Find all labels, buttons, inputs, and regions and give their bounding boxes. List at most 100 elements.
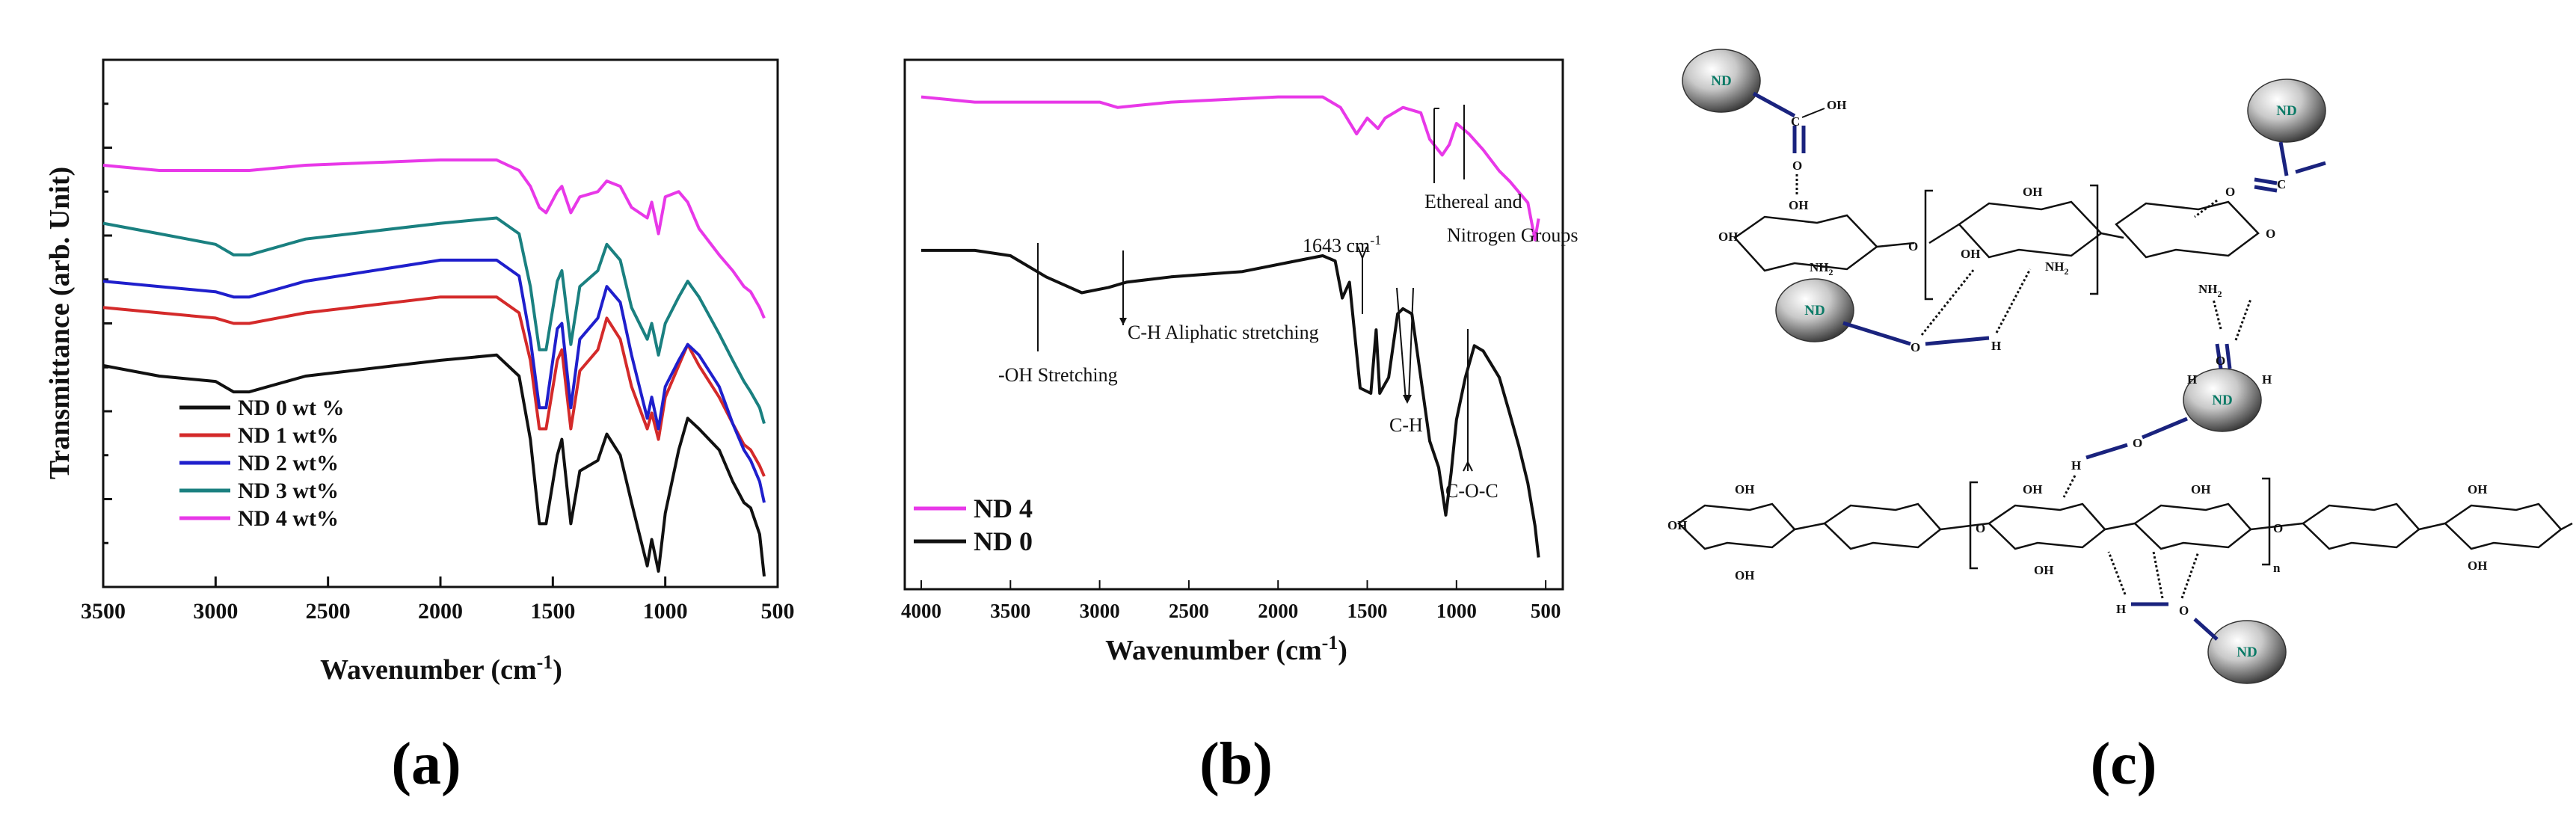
nd5-linkage (2131, 602, 2219, 641)
panel-a-series-line-3 (102, 216, 766, 425)
svg-text:ND: ND (1804, 303, 1825, 319)
panel-b-series-line-0 (920, 95, 1540, 242)
legend-nd4: ND 4 wt% (238, 506, 339, 531)
nanodiamond-1: ND (1682, 49, 1761, 113)
panel-b-xtick-label: 3500 (990, 600, 1030, 622)
nanodiamond-4: ND (2183, 368, 2262, 432)
svg-text:C: C (2277, 177, 2286, 191)
svg-text:OH: OH (1735, 568, 1754, 582)
svg-text:O: O (1908, 239, 1918, 253)
carbonyl-group-2 (2254, 141, 2326, 193)
panel-b-chart: 4000 3500 3000 2500 2000 1500 1000 500 Wavenumb… (901, 58, 1578, 797)
legend-nd2: ND 2 wt% (238, 451, 339, 476)
nanodiamond-3: ND (1775, 278, 1854, 342)
svg-text:OH: OH (1735, 482, 1754, 496)
panel-a-xtick-label: 500 (761, 599, 795, 624)
svg-text:O: O (1792, 159, 1802, 173)
panel-b-xtick-label: 1000 (1436, 600, 1477, 622)
panel-c-schematic: ND ND ND ND ND C OH O OH (1667, 49, 2573, 797)
svg-text:OH: OH (1827, 98, 1846, 112)
panel-a-xtick-label: 2500 (306, 599, 351, 624)
panel-a-y-ticks (103, 58, 112, 588)
svg-text:OH: OH (2023, 482, 2042, 496)
svg-text:O: O (2225, 185, 2235, 199)
svg-text:H: H (2071, 458, 2081, 473)
svg-text:H: H (2262, 372, 2272, 387)
chitosan-chain-top (1733, 184, 2260, 301)
anno-ch-arrow (1403, 395, 1412, 404)
svg-text:NH2: NH2 (2198, 282, 2222, 299)
svg-text:H: H (1991, 339, 2001, 353)
anno-ethereal: Ethereal and (1424, 191, 1522, 212)
panel-a-x-ticks: 3500 3000 2500 2000 1500 1000 500 (81, 576, 795, 624)
svg-text:ND: ND (2212, 393, 2232, 408)
legend-b-nd0: ND 0 (974, 526, 1033, 556)
svg-text:OH: OH (1961, 247, 1980, 261)
nd3-linkage (1842, 321, 1990, 346)
legend-nd0: ND 0 wt % (238, 396, 345, 420)
panel-a-xtick-label: 3500 (81, 599, 126, 624)
svg-text:NH2: NH2 (2045, 259, 2069, 277)
panel-b-xtick-label: 4000 (901, 600, 941, 622)
svg-text:OH: OH (2034, 563, 2053, 577)
svg-text:OH: OH (1789, 198, 1808, 212)
panel-b-series-line-1 (921, 248, 1540, 558)
panel-a-series-line-2 (102, 258, 766, 503)
svg-text:O: O (2179, 603, 2189, 618)
panel-b-x-ticks: 4000 3500 3000 2500 2000 1500 1000 500 (901, 580, 1561, 622)
panel-a-xtick-label: 3000 (193, 599, 238, 624)
svg-text:O: O (2273, 521, 2283, 535)
nd4-linkage (2085, 343, 2232, 460)
legend-b-nd4: ND 4 (974, 493, 1033, 523)
svg-text:OH: OH (2023, 185, 2042, 199)
anno-ch-marker-2 (1408, 287, 1414, 401)
panel-b-xtick-label: 2500 (1169, 600, 1209, 622)
panel-a-series-line-4 (102, 158, 766, 319)
svg-text:ND: ND (2276, 103, 2296, 119)
anno-ch-aliph-arrow (1119, 318, 1127, 325)
panel-b-legend: ND 4 ND 0 (914, 493, 1033, 556)
svg-text:OH: OH (2468, 559, 2487, 573)
panel-b-label: (b) (1199, 731, 1273, 797)
panel-c-label: (c) (2091, 731, 2157, 797)
anno-nitrogen: Nitrogen Groups (1447, 224, 1578, 246)
svg-text:O: O (2216, 354, 2225, 368)
svg-text:NH2: NH2 (1810, 260, 1833, 277)
svg-text:ND: ND (2237, 645, 2257, 660)
panel-b-xtick-label: 1500 (1347, 600, 1388, 622)
legend-nd1: ND 1 wt% (238, 423, 339, 448)
anno-ch-marker-1 (1396, 287, 1407, 401)
anno-1643-tick (1357, 246, 1368, 260)
panel-a-plot-frame (102, 58, 779, 588)
panel-a-y-axis-label: Transmittance (arb. Unit) (44, 167, 76, 479)
anno-oh-stretching: -OH Stretching (998, 364, 1118, 386)
svg-text:OH: OH (2468, 482, 2487, 496)
panel-a-series (102, 158, 766, 577)
panel-a-chart: 3500 3000 2500 2000 1500 1000 500 Transmittanc… (44, 58, 795, 797)
svg-text:O: O (2133, 436, 2142, 450)
anno-coc: C-O-C (1445, 480, 1498, 502)
svg-text:O: O (1976, 521, 1985, 535)
panel-a-xtick-label: 2000 (418, 599, 463, 624)
svg-text:O: O (2266, 227, 2275, 241)
nanodiamond-5: ND (2207, 620, 2287, 684)
panel-b-xtick-label: 2000 (1258, 600, 1298, 622)
svg-text:OH: OH (2191, 482, 2210, 496)
carboxyl-group-1 (1752, 91, 1806, 153)
panel-b-plot-frame (903, 58, 1564, 591)
polymer-chain-bottom (1677, 477, 2573, 570)
legend-nd3: ND 3 wt% (238, 479, 339, 503)
panel-a-xtick-label: 1000 (643, 599, 688, 624)
panel-a-x-axis-label: Wavenumber (cm-1) (320, 651, 562, 686)
svg-text:OH: OH (1667, 518, 1687, 532)
panel-a-series-line-0 (102, 353, 766, 577)
anno-1643: 1643 cm-1 (1303, 233, 1381, 256)
svg-text:ND: ND (1711, 73, 1731, 89)
panel-a-series-line-1 (102, 295, 766, 477)
panel-a-xtick-label: 1500 (530, 599, 575, 624)
svg-text:n: n (2273, 561, 2281, 575)
anno-ch-aliphatic: C-H Aliphatic stretching (1128, 322, 1319, 343)
nanodiamond-2: ND (2247, 79, 2326, 143)
panel-b-series (920, 95, 1540, 558)
